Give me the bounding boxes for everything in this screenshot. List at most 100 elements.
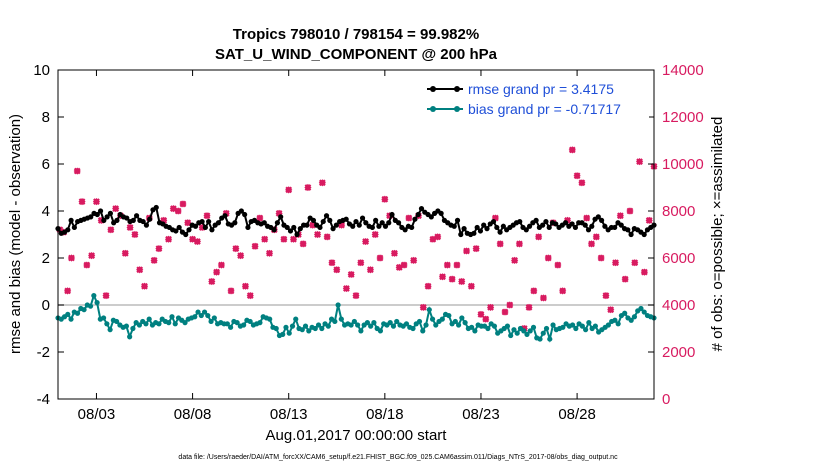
obs-marker-cross [112, 205, 120, 213]
obs-marker-cross [400, 261, 408, 269]
rmse-point [209, 227, 215, 233]
bias-point [123, 323, 129, 329]
obs-marker-cross [299, 240, 307, 248]
bias-point [65, 311, 71, 317]
data-file-footnote: data file: /Users/raeder/DAI/ATM_forcXX/… [178, 454, 618, 461]
rmse-point [451, 223, 457, 229]
rmse-point [389, 211, 395, 218]
obs-marker-cross [68, 254, 75, 262]
obs-marker-cross [174, 207, 182, 215]
obs-marker-cross [578, 179, 586, 187]
bias-point [143, 321, 149, 327]
bias-point [87, 303, 94, 309]
rmse-point [484, 226, 490, 232]
rmse-point [287, 228, 294, 234]
rmse-point [71, 224, 77, 231]
obs-marker-cross [621, 275, 629, 283]
y-tick-label: 6 [42, 156, 50, 173]
rmse-point [562, 220, 569, 226]
rmse-point [304, 222, 310, 228]
obs-marker-cross [559, 287, 567, 295]
bias-point [573, 325, 579, 332]
obs-marker-cross [136, 266, 144, 274]
legend-bias-marker [454, 106, 460, 112]
rmse-point [242, 211, 248, 218]
bias-point [136, 322, 143, 328]
obs-marker-cross [179, 200, 187, 208]
bias-point [283, 324, 289, 330]
rmse-point [333, 222, 339, 228]
obs-marker-cross [266, 249, 273, 257]
rmse-point [379, 220, 385, 226]
bias-point [306, 328, 312, 334]
obs-marker-cross [232, 245, 240, 252]
y2-tick-label: 14000 [662, 62, 704, 79]
rmse-point [369, 224, 375, 231]
rmse-point [278, 214, 284, 220]
obs-marker-cross [227, 287, 235, 295]
bias-point [94, 300, 100, 306]
rmse-point [215, 220, 222, 226]
bias-point [420, 328, 426, 334]
obs-marker-cross [357, 259, 365, 267]
obs-marker-cross [246, 292, 254, 299]
bias-point [312, 325, 318, 332]
obs-marker-cross [458, 278, 466, 285]
rmse-point [107, 210, 113, 216]
rmse-point [186, 227, 192, 233]
rmse-point [589, 223, 595, 229]
obs-marker-cross [141, 282, 148, 290]
obs-marker-cross [169, 205, 177, 213]
bias-point [348, 322, 354, 328]
bias-point [127, 334, 133, 340]
y2-tick-label: 4000 [662, 297, 695, 314]
rmse-point [382, 223, 389, 229]
legend-bias-label: bias grand pr = -0.71717 [468, 101, 621, 117]
bias-point [335, 302, 341, 308]
rmse-point [628, 231, 634, 238]
rmse-point [402, 227, 408, 233]
rmse-point [232, 220, 238, 226]
rmse-point [114, 217, 120, 223]
legend-rmse-marker [454, 86, 460, 92]
bias-point [319, 325, 325, 332]
bias-point [205, 312, 211, 319]
obs-marker-cross [194, 238, 201, 245]
x-tick-label: 08/08 [174, 406, 212, 423]
obs-marker-cross [242, 282, 249, 290]
bias-point [130, 325, 136, 332]
obs-marker-cross [641, 268, 648, 276]
obs-marker-cross [208, 278, 216, 285]
bias-point [224, 321, 230, 327]
legend-bias-marker [430, 106, 436, 112]
obs-marker-cross [391, 249, 398, 257]
left-y-ticks: -4 -2 0 2 4 6 8 10 [33, 62, 654, 408]
y-axis-label: rmse and bias (model - observation) [7, 114, 24, 354]
obs-marker-cross [131, 231, 139, 238]
bias-point [91, 293, 97, 299]
y2-tick-label: 0 [662, 391, 670, 408]
obs-marker-cross [107, 226, 115, 234]
bias-point [569, 322, 576, 328]
obs-marker-cross [126, 224, 134, 231]
obs-marker-cross [318, 179, 326, 187]
bias-point [530, 324, 537, 330]
x-tick-label: 08/18 [366, 406, 404, 423]
rmse-point [543, 218, 549, 225]
rmse-point [494, 224, 500, 231]
obs-marker-cross [347, 271, 355, 278]
bias-point [439, 316, 445, 322]
chart-subtitle: SAT_U_WIND_COMPONENT @ 200 hPa [215, 46, 498, 63]
obs-marker-cross [439, 273, 446, 281]
obs-marker-cross [448, 275, 456, 283]
obs-marker-cross [568, 146, 576, 154]
right-y-ticks: 0 2000 4000 6000 8000 10000 12000 14000 [662, 62, 704, 408]
obs-marker-cross [333, 266, 341, 274]
bias-point [638, 305, 644, 312]
obs-marker-cross [371, 231, 379, 238]
x-ticks: 08/03 08/08 08/13 08/18 08/23 08/28 [78, 70, 596, 423]
bias-point [286, 330, 292, 336]
bias-point [156, 321, 162, 327]
obs-marker-cross [203, 212, 211, 220]
rmse-point [147, 216, 153, 222]
